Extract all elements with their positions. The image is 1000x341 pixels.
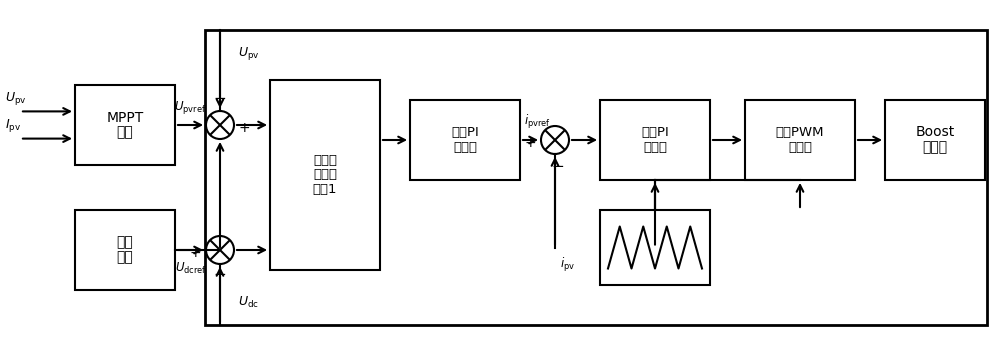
Bar xyxy=(745,100,855,180)
Text: 择器1: 择器1 xyxy=(313,183,337,196)
Text: 调制器: 调制器 xyxy=(788,140,812,154)
Text: 第一PWM: 第一PWM xyxy=(776,127,824,139)
Text: MPPT: MPPT xyxy=(106,110,144,124)
Text: 控制: 控制 xyxy=(117,251,133,265)
Text: +: + xyxy=(524,136,536,150)
Bar xyxy=(205,30,987,325)
Text: 第一PI: 第一PI xyxy=(451,127,479,139)
Text: $U_{\mathrm{pv}}$: $U_{\mathrm{pv}}$ xyxy=(5,90,27,107)
Text: −: − xyxy=(214,267,226,282)
Text: +: + xyxy=(189,246,201,260)
Text: 控制器: 控制器 xyxy=(643,140,667,154)
Bar xyxy=(600,100,710,180)
Bar xyxy=(75,210,175,290)
Text: −: − xyxy=(214,91,226,106)
Text: $U_{\mathrm{dc}}$: $U_{\mathrm{dc}}$ xyxy=(238,295,259,310)
Text: 控制器: 控制器 xyxy=(453,140,477,154)
Text: $i_{\mathrm{pv}}$: $i_{\mathrm{pv}}$ xyxy=(560,256,575,275)
Text: 恒压: 恒压 xyxy=(117,236,133,250)
Text: 控制: 控制 xyxy=(117,125,133,139)
Text: +: + xyxy=(239,121,251,135)
Text: $U_{\mathrm{pvref}}$: $U_{\mathrm{pvref}}$ xyxy=(174,99,207,116)
Bar xyxy=(75,85,175,165)
Bar xyxy=(600,210,710,285)
Text: $I_{\mathrm{pv}}$: $I_{\mathrm{pv}}$ xyxy=(5,117,21,134)
Bar xyxy=(410,100,520,180)
Text: 第二PI: 第二PI xyxy=(641,127,669,139)
Bar xyxy=(885,100,985,180)
Text: 变换器: 变换器 xyxy=(922,140,948,154)
Text: $U_{\mathrm{pv}}$: $U_{\mathrm{pv}}$ xyxy=(238,45,260,62)
Text: 控制器: 控制器 xyxy=(313,154,337,167)
Text: −: − xyxy=(552,159,564,174)
Text: 通道选: 通道选 xyxy=(313,168,337,181)
Text: $U_{\mathrm{dcref}}$: $U_{\mathrm{dcref}}$ xyxy=(175,261,206,276)
Bar xyxy=(270,80,380,270)
Text: Boost: Boost xyxy=(915,125,955,139)
Text: $i_{\mathrm{pvref}}$: $i_{\mathrm{pvref}}$ xyxy=(524,113,551,131)
